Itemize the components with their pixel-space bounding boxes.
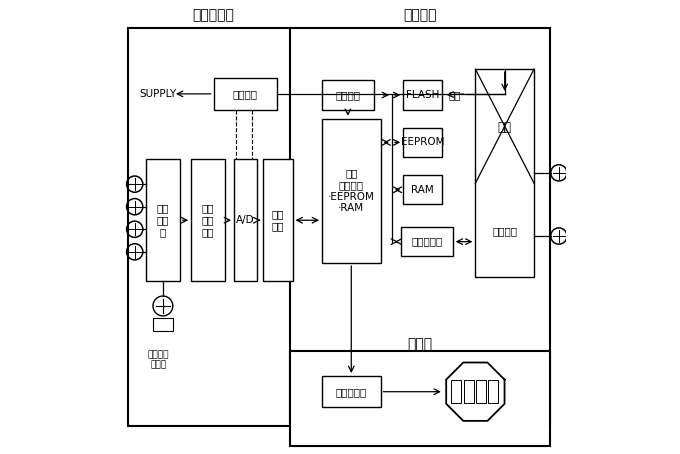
Text: 供电: 供电 [498,121,511,133]
Bar [475,69,534,276]
Text: 中央
处理单元
·EEPROM
·RAM: 中央 处理单元 ·EEPROM ·RAM [328,168,375,213]
Text: FLASH: FLASH [406,90,439,100]
Text: SUPPLY: SUPPLY [139,89,176,99]
Bar [191,159,225,281]
Bar [403,128,441,157]
Text: A/D: A/D [236,215,254,225]
Text: 信号
调理
电路: 信号 调理 电路 [202,204,214,237]
Bar [128,29,299,425]
Text: 信号整形: 信号整形 [492,226,517,236]
Bar [146,159,180,281]
Polygon shape [446,362,505,421]
Bar [476,380,486,403]
Bar [488,380,498,403]
Bar [234,159,256,281]
Bar [401,227,453,257]
Text: 显示板: 显示板 [407,337,432,351]
Text: 主电路板: 主电路板 [403,8,437,22]
Bar [290,29,550,425]
Bar [403,80,441,110]
Text: 通信控制器: 通信控制器 [411,237,443,247]
Text: 显示控制器: 显示控制器 [336,387,367,397]
Bar [263,159,292,281]
Bar [153,318,173,331]
Text: 信号
隔离: 信号 隔离 [272,209,284,231]
Text: EEPROM: EEPROM [401,138,444,148]
Bar [322,118,381,263]
Text: 供电: 供电 [449,90,461,100]
Text: 电源隔离: 电源隔离 [233,89,258,99]
Text: 输入电路板: 输入电路板 [192,8,235,22]
Text: 多路
转换
器: 多路 转换 器 [156,204,169,237]
Text: 本地调整: 本地调整 [335,90,360,100]
Bar [403,175,441,204]
Text: 环境温度
传感器: 环境温度 传感器 [148,350,169,370]
Bar [322,80,374,110]
Bar [214,78,277,110]
Bar [464,380,473,403]
Text: RAM: RAM [411,185,434,195]
Bar [322,376,381,408]
Bar [452,380,461,403]
Bar [290,351,550,446]
